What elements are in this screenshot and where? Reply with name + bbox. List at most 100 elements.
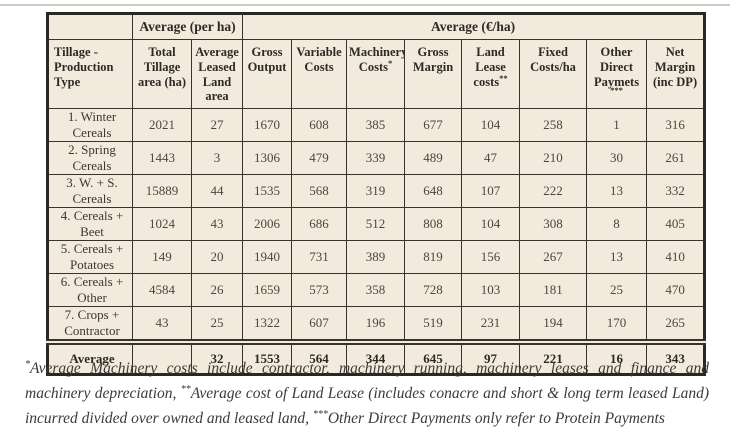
value-cell: 344 (346, 339, 406, 375)
average-row-label: Average (47, 339, 133, 375)
value-cell: 512 (346, 207, 406, 241)
value-cell: 265 (646, 306, 706, 343)
value-cell: 13 (586, 240, 648, 274)
value-cell: 608 (291, 108, 348, 142)
column-header-production-type: Tillage - Production Type (47, 39, 133, 109)
value-cell: 261 (646, 141, 706, 175)
value-cell: 15889 (132, 174, 192, 208)
value-cell: 30 (586, 141, 648, 175)
value-cell: 808 (404, 207, 463, 241)
value-cell: 149 (132, 240, 192, 274)
footnote-text-1: Average Machinery costs include contract… (25, 360, 709, 402)
row-label: 1. Winter Cereals (47, 108, 133, 142)
value-cell: 170 (586, 306, 648, 343)
value-cell: 47 (461, 141, 521, 175)
value-cell: 4584 (132, 273, 192, 307)
table-row: 4. Cereals + Beet 1024 43 2006 686 512 8… (47, 207, 706, 241)
value-cell: 221 (519, 339, 588, 375)
column-header-net-margin: Net Margin (inc DP) (646, 39, 706, 109)
column-header-other-direct-paymets: Other Direct Paymets *** (586, 39, 648, 109)
value-cell: 405 (646, 207, 706, 241)
value-cell: 519 (404, 306, 463, 343)
value-cell: 332 (646, 174, 706, 208)
table-row: 7. Crops + Contractor 43 25 1322 607 196… (47, 306, 706, 343)
value-cell: 103 (461, 273, 521, 307)
row-label: 5. Cereals + Potatoes (47, 240, 133, 274)
value-cell: 319 (346, 174, 406, 208)
value-cell: 389 (346, 240, 406, 274)
row-label: 3. W. + S. Cereals (47, 174, 133, 208)
value-cell: 410 (646, 240, 706, 274)
value-cell: 470 (646, 273, 706, 307)
value-cell (132, 339, 192, 375)
value-cell: 222 (519, 174, 588, 208)
value-cell: 686 (291, 207, 348, 241)
corner-cell (47, 13, 133, 40)
row-label: 6. Cereals + Other (47, 273, 133, 307)
value-cell: 564 (291, 339, 348, 375)
value-cell: 104 (461, 108, 521, 142)
value-cell: 2021 (132, 108, 192, 142)
column-header-total-tillage-area: Total Tillage area (ha) (132, 39, 192, 109)
value-cell: 819 (404, 240, 463, 274)
column-header-variable-costs: Variable Costs (291, 39, 348, 109)
footnote-text-3: Other Direct Payments only refer to Prot… (327, 410, 665, 427)
footnote: *Average Machinery costs include contrac… (25, 356, 709, 431)
column-header-gross-margin: Gross Margin (404, 39, 463, 109)
value-cell: 20 (190, 240, 244, 274)
value-cell: 308 (519, 207, 588, 241)
value-cell: 32 (190, 339, 244, 375)
value-cell: 573 (291, 273, 348, 307)
value-cell: 677 (404, 108, 463, 142)
row-label: 2. Spring Cereals (47, 141, 133, 175)
value-cell: 645 (404, 339, 463, 375)
machinery-costs-note-marker: * (387, 57, 393, 68)
value-cell: 3 (190, 141, 244, 175)
footnote-marker-3: *** (312, 408, 328, 420)
tillage-table: Average (per ha) Average (€/ha) Tillage … (46, 12, 707, 376)
footnote-marker-1: * (25, 358, 30, 370)
value-cell: 2006 (242, 207, 293, 241)
tillage-table-wrap: Average (per ha) Average (€/ha) Tillage … (46, 12, 707, 376)
group-header-row: Average (per ha) Average (€/ha) (47, 13, 706, 40)
average-row: Average 32 1553 564 344 645 97 221 16 34… (47, 339, 706, 375)
value-cell: 210 (519, 141, 588, 175)
value-cell: 8 (586, 207, 648, 241)
row-label: 4. Cereals + Beet (47, 207, 133, 241)
value-cell: 648 (404, 174, 463, 208)
column-header-row: Tillage - Production Type Total Tillage … (47, 39, 706, 109)
table-row: 5. Cereals + Potatoes 149 20 1940 731 38… (47, 240, 706, 274)
column-header-fixed-costs: Fixed Costs/ha (519, 39, 588, 109)
value-cell: 104 (461, 207, 521, 241)
value-cell: 1940 (242, 240, 293, 274)
group-header-eur-ha: Average (€/ha) (242, 13, 706, 40)
value-cell: 231 (461, 306, 521, 343)
group-header-per-ha: Average (per ha) (131, 13, 244, 40)
value-cell: 1553 (242, 339, 293, 375)
row-label: 7. Crops + Contractor (47, 306, 133, 343)
land-lease-note-marker: ** (499, 72, 508, 83)
column-header-gross-output: Gross Output (242, 39, 293, 109)
table-row: 2. Spring Cereals 1443 3 1306 479 339 48… (47, 141, 706, 175)
table-row: 6. Cereals + Other 4584 26 1659 573 358 … (47, 273, 706, 307)
value-cell: 25 (586, 273, 648, 307)
table-row: 1. Winter Cereals 2021 27 1670 608 385 6… (47, 108, 706, 142)
value-cell: 267 (519, 240, 588, 274)
value-cell: 181 (519, 273, 588, 307)
value-cell: 1535 (242, 174, 293, 208)
scan-artifact-line (0, 4, 730, 6)
value-cell: 43 (190, 207, 244, 241)
value-cell: 358 (346, 273, 406, 307)
column-header-avg-leased-land: Average Leased Land area (190, 39, 244, 109)
value-cell: 26 (190, 273, 244, 307)
column-header-machinery-costs: Machinery Costs* (346, 39, 406, 109)
value-cell: 196 (346, 306, 406, 343)
value-cell: 339 (346, 141, 406, 175)
value-cell: 97 (461, 339, 521, 375)
value-cell: 194 (519, 306, 588, 343)
value-cell: 489 (404, 141, 463, 175)
value-cell: 479 (291, 141, 348, 175)
value-cell: 1306 (242, 141, 293, 175)
value-cell: 44 (190, 174, 244, 208)
